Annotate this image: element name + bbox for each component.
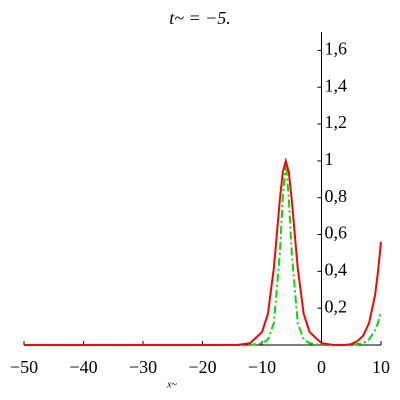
x-tick-label: −40 bbox=[69, 357, 97, 377]
curve bbox=[24, 160, 382, 346]
x-tick-label: −30 bbox=[129, 357, 157, 377]
y-tick-label: 1,2 bbox=[325, 112, 348, 132]
x-tick-label: −20 bbox=[188, 357, 216, 377]
x-tick-label: 0 bbox=[317, 357, 326, 377]
y-tick-label: 0,2 bbox=[325, 296, 348, 316]
y-tick-label: 0,6 bbox=[325, 223, 348, 243]
y-tick-label: 0,8 bbox=[325, 186, 348, 206]
y-tick-label: 1,6 bbox=[325, 39, 348, 59]
x-tick-label: −10 bbox=[248, 357, 276, 377]
x-tick-label: 10 bbox=[372, 357, 390, 377]
y-tick-label: 1 bbox=[325, 149, 334, 169]
y-tick-label: 0,4 bbox=[325, 259, 348, 279]
x-axis-label: x~ bbox=[166, 379, 177, 390]
y-tick-label: 1,4 bbox=[325, 75, 348, 95]
curve bbox=[24, 157, 382, 346]
chart-title: t~ = −5. bbox=[169, 8, 231, 28]
x-tick-label: −50 bbox=[10, 357, 38, 377]
